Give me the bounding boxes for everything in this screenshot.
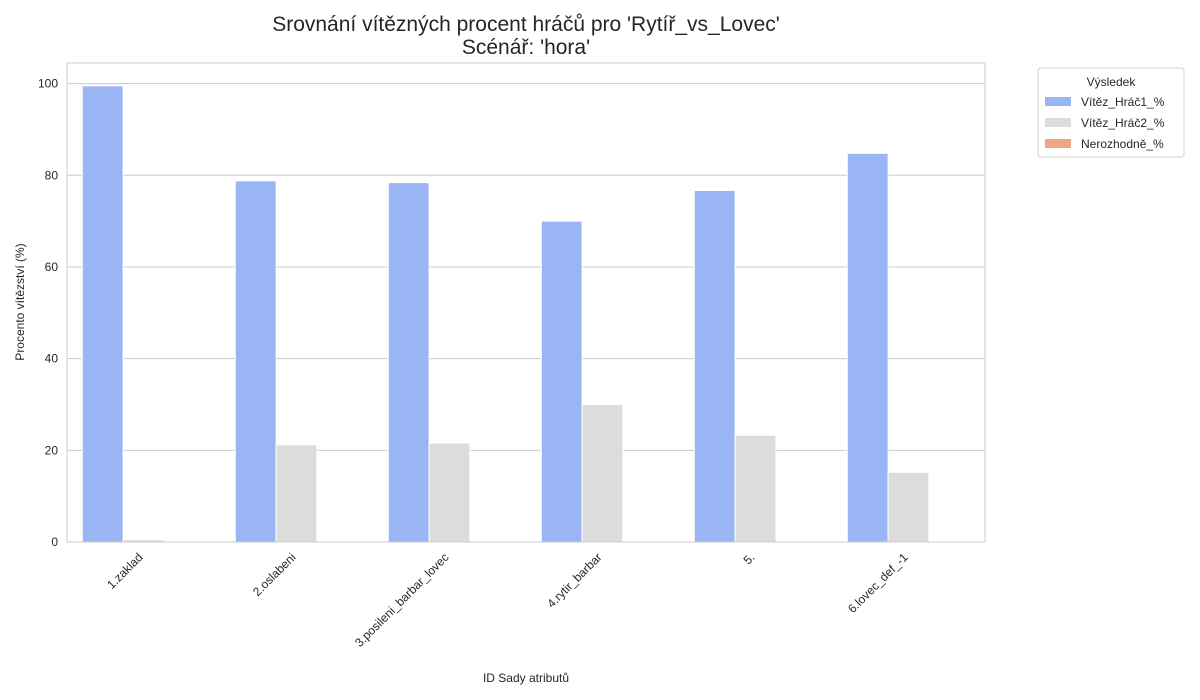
x-tick-label: 2.oslabeni [250,550,299,599]
legend-title: Výsledek [1087,75,1137,89]
bar [693,189,736,543]
legend-entry-label: Nerozhodně_% [1081,137,1164,151]
chart-subtitle: Scénář: 'hora' [462,36,590,59]
bar [234,180,277,543]
bar [581,403,624,543]
bar [428,442,471,543]
bar [734,434,777,543]
y-tick-label: 40 [45,352,59,366]
legend-entry-label: Vítěz_Hráč1_% [1081,95,1165,109]
y-tick-label: 100 [38,77,58,91]
legend-entry-label: Vítěz_Hráč2_% [1081,116,1165,130]
y-axis-label: Procento vítězství (%) [13,243,27,360]
bar [540,220,583,543]
bar [887,471,930,543]
chart-title: Srovnání vítězných procent hráčů pro 'Ry… [272,13,780,36]
y-tick-label: 80 [45,168,59,182]
legend-swatch [1045,139,1071,148]
bar [387,182,430,543]
bars-group [81,85,930,543]
bar [81,85,124,543]
y-tick-label: 60 [45,260,59,274]
x-tick-label: 6.lovec_def_-1 [845,550,911,616]
y-tick-label: 20 [45,443,59,457]
x-tick-label: 4.rytir_barbar [544,550,604,610]
legend: Výsledek Vítěz_Hráč1_% Vítěz_Hráč2_% Neroz… [1037,67,1185,158]
bar [275,444,318,543]
legend-swatch [1045,118,1071,127]
plot-area-border [66,62,986,543]
x-axis-label: ID Sady atributů [483,671,569,685]
legend-swatch [1045,97,1071,106]
x-tick-labels: 1.zaklad 2.oslabeni 3.posileni_barbar_love… [104,550,911,650]
y-tick-labels: 0 20 40 60 80 100 [38,77,58,549]
x-tick-label: 5. [741,550,758,567]
legend-frame [1037,67,1185,158]
y-tick-label: 0 [51,535,58,549]
x-tick-label: 1.zaklad [104,550,146,592]
bar [846,152,889,543]
x-tick-label: 3.posileni_barbar_lovec [352,550,452,650]
